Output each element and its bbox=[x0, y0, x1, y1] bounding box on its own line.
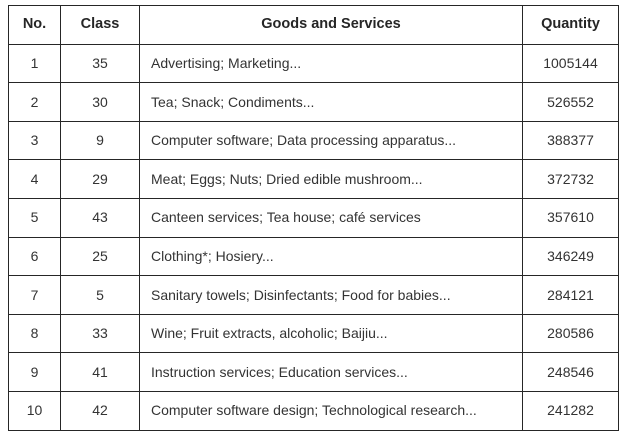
cell-no: 8 bbox=[8, 313, 61, 354]
table-row: 9 41 Instruction services; Education ser… bbox=[8, 352, 619, 392]
cell-no: 7 bbox=[8, 275, 61, 315]
cell-quantity: 241282 bbox=[522, 390, 619, 431]
cell-class: 9 bbox=[60, 120, 140, 161]
cell-quantity: 372732 bbox=[522, 159, 619, 199]
cell-quantity: 526552 bbox=[522, 82, 619, 122]
cell-class: 29 bbox=[60, 159, 140, 199]
table-row: 1 35 Advertising; Marketing... 1005144 bbox=[8, 43, 619, 84]
cell-no: 5 bbox=[8, 197, 61, 238]
cell-class: 25 bbox=[60, 236, 140, 277]
cell-no: 9 bbox=[8, 352, 61, 392]
cell-no: 4 bbox=[8, 159, 61, 199]
cell-class: 35 bbox=[60, 43, 140, 84]
cell-class: 5 bbox=[60, 275, 140, 315]
cell-quantity: 284121 bbox=[522, 275, 619, 315]
table-row: 2 30 Tea; Snack; Condiments... 526552 bbox=[8, 82, 619, 122]
cell-goods: Clothing*; Hosiery... bbox=[139, 236, 523, 277]
table-body: 1 35 Advertising; Marketing... 1005144 2… bbox=[8, 43, 619, 431]
cell-goods: Computer software; Data processing appar… bbox=[139, 120, 523, 161]
cell-no: 3 bbox=[8, 120, 61, 161]
cell-class: 42 bbox=[60, 390, 140, 431]
table-row: 8 33 Wine; Fruit extracts, alcoholic; Ba… bbox=[8, 313, 619, 354]
goods-services-table: No. Class Goods and Services Quantity 1 … bbox=[8, 5, 619, 431]
table-row: 7 5 Sanitary towels; Disinfectants; Food… bbox=[8, 275, 619, 315]
table-header: No. Class Goods and Services Quantity bbox=[8, 5, 619, 45]
table-row: 6 25 Clothing*; Hosiery... 346249 bbox=[8, 236, 619, 277]
col-header-quantity: Quantity bbox=[522, 5, 619, 45]
col-header-no: No. bbox=[8, 5, 61, 45]
cell-goods: Tea; Snack; Condiments... bbox=[139, 82, 523, 122]
header-row: No. Class Goods and Services Quantity bbox=[8, 5, 619, 45]
table-row: 4 29 Meat; Eggs; Nuts; Dried edible mush… bbox=[8, 159, 619, 199]
cell-goods: Advertising; Marketing... bbox=[139, 43, 523, 84]
col-header-class: Class bbox=[60, 5, 140, 45]
cell-goods: Computer software design; Technological … bbox=[139, 390, 523, 431]
cell-no: 10 bbox=[8, 390, 61, 431]
cell-quantity: 1005144 bbox=[522, 43, 619, 84]
cell-quantity: 388377 bbox=[522, 120, 619, 161]
cell-goods: Wine; Fruit extracts, alcoholic; Baijiu.… bbox=[139, 313, 523, 354]
cell-goods: Instruction services; Education services… bbox=[139, 352, 523, 392]
cell-goods: Canteen services; Tea house; café servic… bbox=[139, 197, 523, 238]
cell-no: 2 bbox=[8, 82, 61, 122]
cell-class: 43 bbox=[60, 197, 140, 238]
cell-quantity: 280586 bbox=[522, 313, 619, 354]
col-header-goods: Goods and Services bbox=[139, 5, 523, 45]
cell-quantity: 346249 bbox=[522, 236, 619, 277]
cell-goods: Sanitary towels; Disinfectants; Food for… bbox=[139, 275, 523, 315]
cell-quantity: 248546 bbox=[522, 352, 619, 392]
table-row: 5 43 Canteen services; Tea house; café s… bbox=[8, 197, 619, 238]
cell-class: 41 bbox=[60, 352, 140, 392]
cell-class: 33 bbox=[60, 313, 140, 354]
cell-goods: Meat; Eggs; Nuts; Dried edible mushroom.… bbox=[139, 159, 523, 199]
cell-no: 6 bbox=[8, 236, 61, 277]
table-row: 10 42 Computer software design; Technolo… bbox=[8, 390, 619, 431]
table-row: 3 9 Computer software; Data processing a… bbox=[8, 120, 619, 161]
cell-no: 1 bbox=[8, 43, 61, 84]
cell-quantity: 357610 bbox=[522, 197, 619, 238]
cell-class: 30 bbox=[60, 82, 140, 122]
